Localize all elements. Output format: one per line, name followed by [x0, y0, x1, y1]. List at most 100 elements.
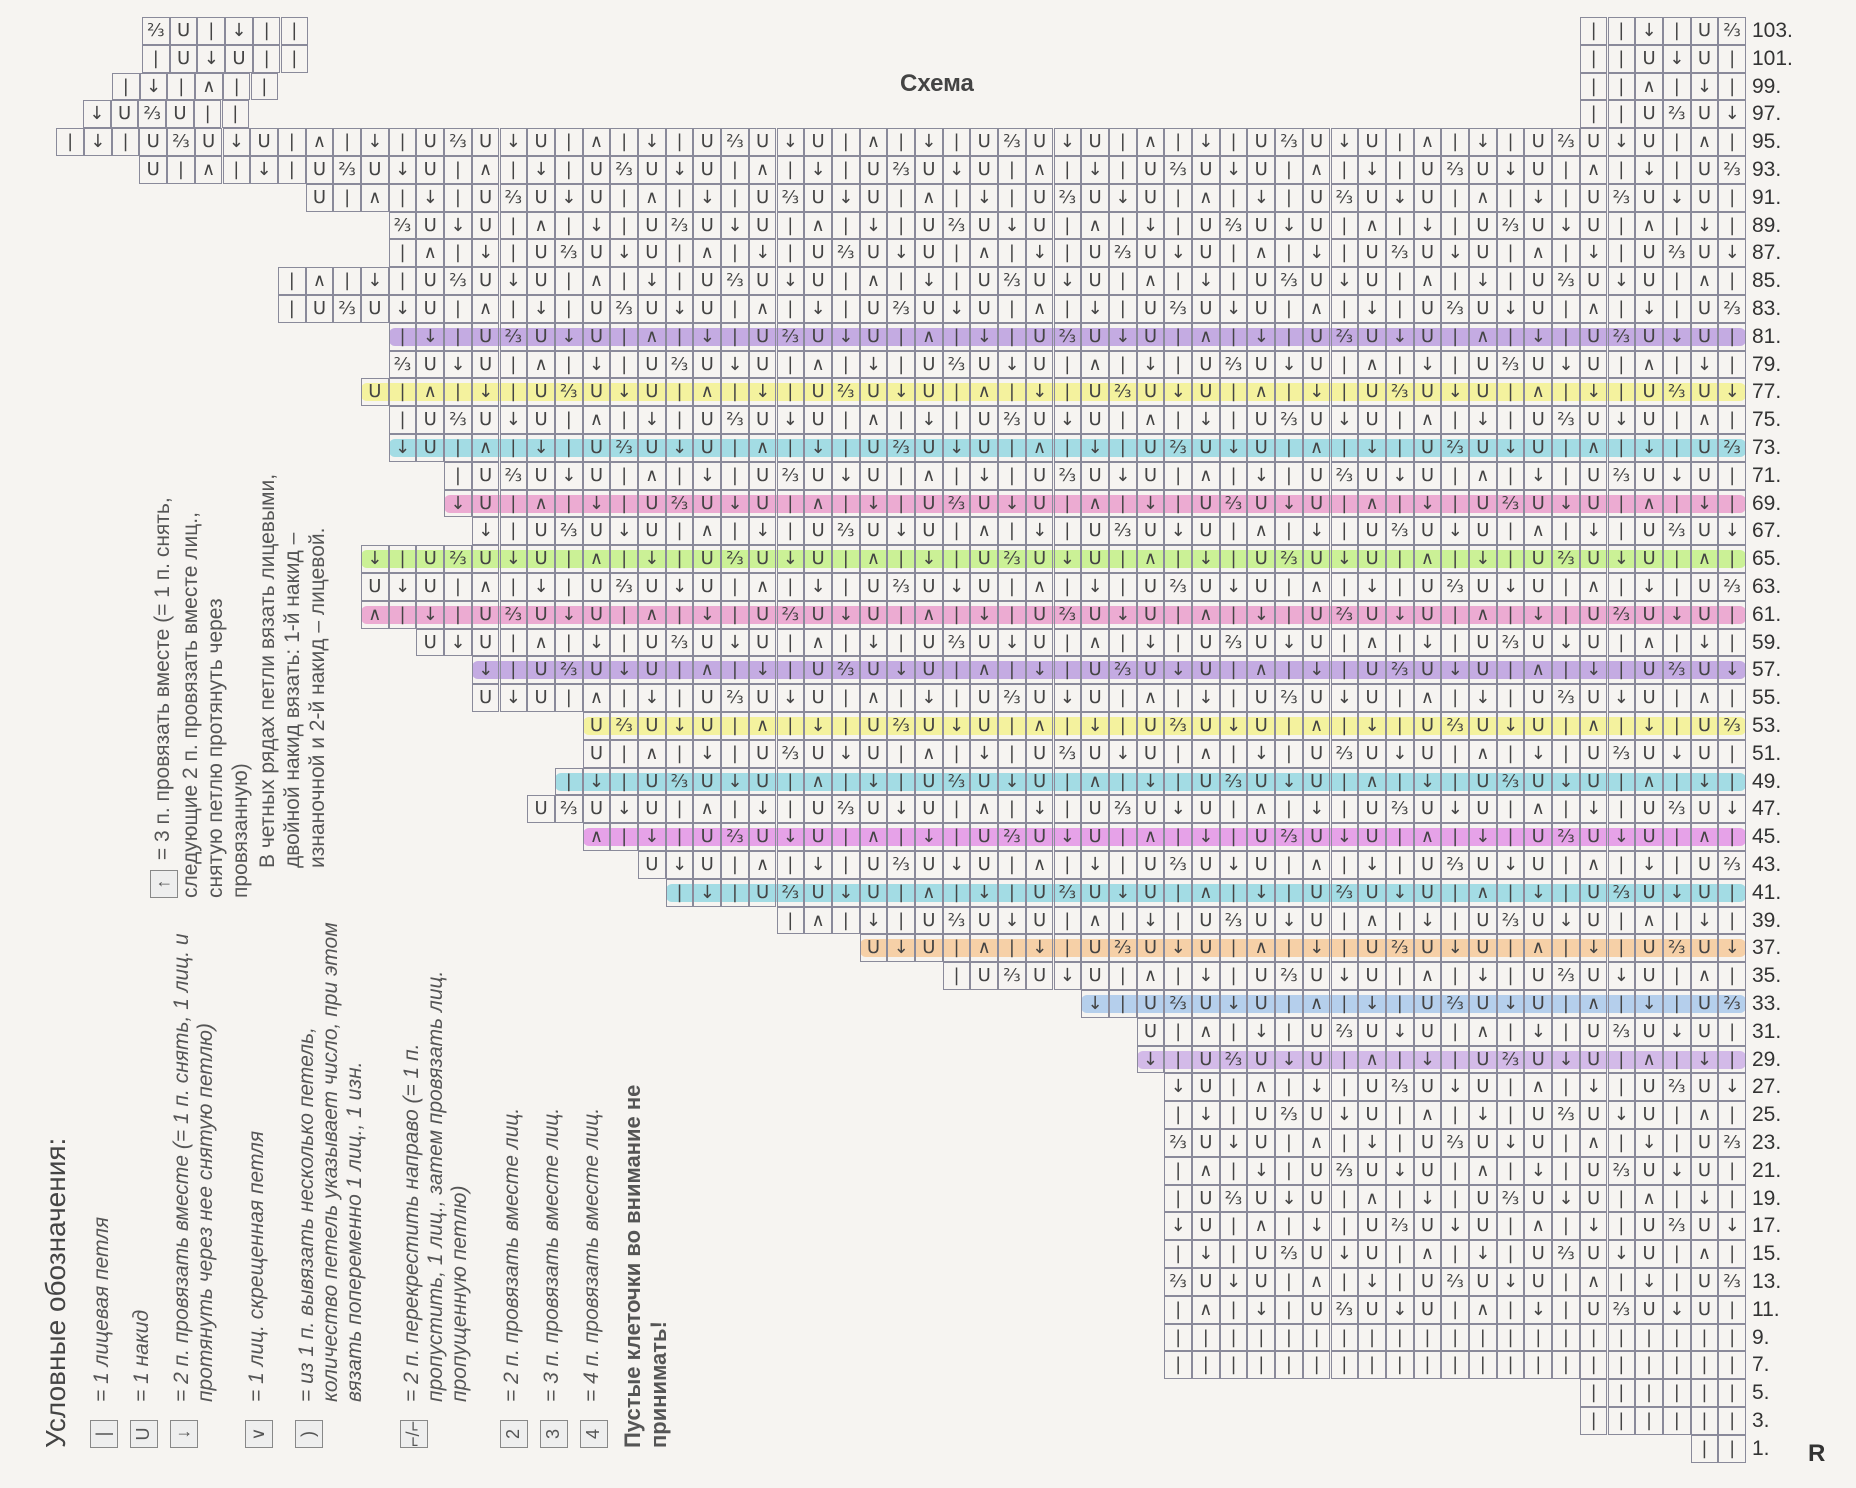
- chart-cell: |: [1330, 517, 1359, 546]
- chart-cell: ⅔: [1053, 600, 1082, 629]
- chart-cell: U: [1136, 600, 1165, 629]
- chart-cell: ↓: [1219, 990, 1248, 1018]
- chart-cell: ↓: [638, 406, 666, 434]
- chart-cell: ∧: [1579, 712, 1608, 740]
- chart-cell: |: [142, 44, 170, 73]
- chart-cell: ↓: [499, 267, 528, 295]
- chart-cell: |: [1330, 712, 1359, 740]
- chart-cell: U: [1025, 739, 1054, 768]
- chart-cell: |: [1275, 1268, 1303, 1296]
- chart-cell: |: [776, 156, 805, 184]
- row-number: 61.: [1752, 602, 1782, 626]
- chart-cell: ⅔: [1275, 406, 1303, 434]
- chart-cell: |: [887, 267, 915, 295]
- chart-cell: |: [1385, 1184, 1414, 1213]
- chart-cell: ∧: [1469, 1156, 1497, 1185]
- chart-cell: U: [582, 600, 611, 629]
- chart-cell: |: [1552, 1129, 1580, 1157]
- row-number: 3.: [1752, 1409, 1770, 1432]
- chart-cell: |: [1192, 1351, 1220, 1380]
- chart-cell: U: [1081, 322, 1109, 351]
- chart-cell: U: [915, 378, 943, 407]
- chart-cell: |: [277, 156, 306, 184]
- chart-cell: |: [831, 156, 860, 184]
- chart-cell: U: [693, 684, 722, 712]
- chart-cell: U: [166, 100, 194, 129]
- chart-cell: |: [250, 72, 279, 101]
- chart-cell: |: [554, 489, 583, 518]
- chart-cell: |: [1635, 1379, 1663, 1407]
- chart-cell: ⅔: [1385, 1212, 1414, 1241]
- row-number: 91.: [1752, 185, 1782, 209]
- chart-cell: U: [361, 156, 389, 184]
- chart-cell: |: [1662, 573, 1691, 601]
- chart-cell: ↓: [1081, 573, 1109, 601]
- chart-cell: U: [693, 767, 722, 796]
- chart-cell: ⅔: [887, 434, 915, 462]
- chart-cell: ⅔: [554, 656, 583, 685]
- chart-cell: ⅔: [1275, 962, 1303, 990]
- chart-cell: |: [1579, 17, 1608, 45]
- chart-cell: ∧: [582, 823, 611, 851]
- chart-cell: U: [1579, 489, 1608, 518]
- chart-cell: ∧: [859, 545, 888, 573]
- chart-cell: ∧: [693, 517, 722, 546]
- chart-cell: |: [665, 656, 694, 685]
- chart-cell: U: [527, 406, 555, 434]
- chart-cell: ↓: [1219, 295, 1248, 323]
- chart-cell: |: [831, 128, 860, 156]
- chart-cell: ⅔: [1496, 906, 1525, 935]
- chart-cell: ⅔: [1219, 489, 1248, 518]
- chart-cell: |: [1718, 44, 1746, 73]
- chart-cell: U: [1413, 1212, 1442, 1241]
- chart-cell: U: [1136, 183, 1165, 212]
- row-number: 51.: [1752, 741, 1782, 765]
- chart-cell: |: [610, 600, 638, 629]
- chart-cell: |: [1607, 906, 1636, 935]
- chart-cell: U: [1469, 156, 1497, 184]
- chart-cell: U: [1469, 350, 1497, 379]
- chart-cell: U: [1413, 851, 1442, 879]
- chart-cell: |: [610, 684, 638, 712]
- chart-cell: ⅔: [887, 573, 915, 601]
- chart-cell: ∧: [1690, 1240, 1719, 1268]
- chart-cell: |: [1053, 156, 1082, 184]
- chart-cell: ↓: [693, 183, 722, 212]
- chart-cell: |: [1441, 350, 1469, 379]
- chart-cell: ↓: [831, 322, 860, 351]
- chart-cell: ↓: [1635, 156, 1663, 184]
- chart-cell: U: [915, 934, 943, 963]
- chart-cell: |: [1718, 1323, 1746, 1352]
- chart-cell: ∧: [748, 851, 777, 879]
- row-number: 17.: [1752, 1214, 1782, 1238]
- chart-cell: U: [1413, 600, 1442, 629]
- chart-cell: ↓: [942, 851, 971, 879]
- legend-symbol-icon: 2: [500, 1420, 528, 1448]
- chart-cell: ∧: [1579, 295, 1608, 323]
- chart-cell: |: [499, 239, 528, 268]
- chart-cell: ⅔: [721, 267, 749, 295]
- chart-cell: U: [1247, 1101, 1276, 1129]
- chart-cell: U: [1690, 1268, 1719, 1296]
- chart-cell: U: [748, 267, 777, 295]
- chart-cell: |: [1441, 1101, 1469, 1129]
- chart-cell: U: [416, 128, 445, 156]
- chart-cell: |: [388, 183, 417, 212]
- chart-cell: ⅔: [1607, 322, 1636, 351]
- chart-cell: U: [1025, 128, 1054, 156]
- chart-cell: ∧: [1025, 712, 1054, 740]
- chart-cell: |: [554, 545, 583, 573]
- chart-cell: ↓: [1552, 350, 1580, 379]
- chart-cell: ↓: [416, 183, 445, 212]
- chart-cell: |: [721, 795, 749, 824]
- chart-cell: ↓: [970, 600, 999, 629]
- chart-cell: U: [1025, 823, 1054, 851]
- chart-cell: |: [1219, 656, 1248, 685]
- chart-cell: |: [1496, 739, 1525, 768]
- chart-cell: U: [1247, 211, 1276, 240]
- chart-cell: |: [776, 656, 805, 685]
- chart-cell: ⅔: [1108, 934, 1137, 963]
- chart-cell: ↓: [1275, 906, 1303, 935]
- chart-cell: |: [1607, 378, 1636, 407]
- chart-cell: |: [1441, 1323, 1469, 1352]
